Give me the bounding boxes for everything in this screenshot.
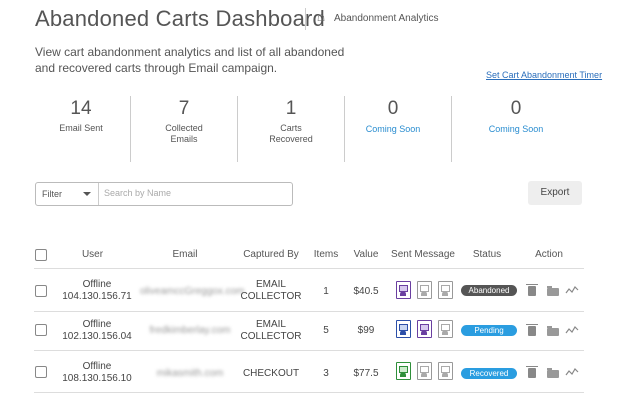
page-description: View cart abandonment analytics and list… [35,45,345,75]
activity-chart-icon[interactable] [565,285,579,295]
stat-divider [451,96,452,162]
user-cell: Offline 104.130.156.71 [62,279,132,303]
user-status: Offline [82,361,112,372]
email-pending-icon[interactable] [417,281,432,299]
select-all-checkbox[interactable] [35,249,47,261]
stat-value: 7 [178,98,190,119]
stat-coming-soon-2: 0 Coming Soon [469,98,563,164]
status-badge: Pending [461,325,517,336]
home-icon[interactable]: ☖ [317,13,326,23]
user-status: Offline [82,279,112,290]
email-pending-icon[interactable] [438,281,453,299]
folder-icon[interactable] [547,368,559,378]
stat-label: Email Sent [59,123,103,133]
breadcrumb[interactable]: Abandonment Analytics [334,13,439,24]
items-cell: 3 [323,368,329,379]
row-checkbox[interactable] [35,285,47,297]
stat-value: 1 [285,98,297,119]
column-header-sent-message: Sent Message [391,249,455,260]
column-header-status: Status [472,249,502,260]
set-timer-link[interactable]: Set Cart Abandonment Timer [486,70,603,80]
trash-icon[interactable] [526,284,538,296]
folder-icon[interactable] [547,326,559,336]
filter-label: Filter [42,189,62,199]
filter-dropdown[interactable]: Filter [36,183,99,205]
stat-carts-recovered: 1 Carts Recovered [239,98,343,164]
value-cell: $40.5 [353,286,379,297]
row-divider [34,350,584,351]
stat-value: 0 [510,98,522,119]
filter-search-bar: Filter [35,182,294,206]
stat-label: Coming Soon [488,124,544,134]
user-ip: 108.130.156.10 [62,373,132,384]
stat-collected-emails: 7 Collected Emails [132,98,236,164]
activity-chart-icon[interactable] [565,325,579,335]
search-input[interactable] [100,184,294,202]
email-cell: fredkimberlay.com [149,325,231,336]
email-sent-icon[interactable] [417,320,432,338]
value-cell: $77.5 [353,368,379,379]
items-cell: 1 [323,286,329,297]
captured-by-cell: CHECKOUT [242,368,300,379]
column-header-value: Value [353,249,379,260]
email-sent-icon[interactable] [396,320,411,338]
email-sent-icon[interactable] [396,362,411,380]
captured-by-cell: EMAIL COLLECTOR [240,319,302,342]
user-cell: Offline 102.130.156.04 [62,319,132,343]
stat-label: Coming Soon [365,124,421,134]
stat-email-sent: 14 Email Sent [34,98,128,164]
stat-label: Collected Emails [165,123,203,144]
table-divider [34,268,584,269]
stat-divider [237,96,238,162]
stat-divider [344,96,345,162]
column-header-captured-by: Captured By [243,249,299,260]
chevron-down-icon [83,192,91,196]
trash-icon[interactable] [526,366,538,378]
column-header-user: User [81,249,104,260]
column-header-action: Action [535,249,563,260]
folder-icon[interactable] [547,286,559,296]
stat-value: 14 [70,98,92,119]
row-divider [34,392,584,393]
row-divider [34,311,584,312]
activity-chart-icon[interactable] [565,367,579,377]
email-pending-icon[interactable] [438,362,453,380]
row-checkbox[interactable] [35,366,47,378]
column-header-items: Items [313,249,339,260]
stat-label: Carts Recovered [269,123,313,144]
captured-by-cell: EMAIL COLLECTOR [240,279,302,302]
email-sent-icon[interactable] [396,281,411,299]
stat-value: 0 [387,98,399,119]
user-status: Offline [82,319,112,330]
stat-coming-soon-1: 0 Coming Soon [346,98,440,164]
breadcrumb-divider [305,8,306,30]
email-pending-icon[interactable] [417,362,432,380]
value-cell: $99 [357,325,375,336]
user-cell: Offline 108.130.156.10 [62,361,132,385]
page-title: Abandoned Carts Dashboard [35,6,325,31]
user-ip: 104.130.156.71 [62,291,132,302]
email-cell: mikasmith.com [156,368,224,379]
trash-icon[interactable] [526,324,538,336]
email-pending-icon[interactable] [438,320,453,338]
row-checkbox[interactable] [35,324,47,336]
items-cell: 5 [323,325,329,336]
export-button[interactable]: Export [528,181,582,205]
status-badge: Recovered [461,368,517,379]
email-cell: oliveamccGreggox.com [140,286,245,297]
column-header-email: Email [172,249,198,260]
stat-divider [130,96,131,162]
user-ip: 102.130.156.04 [62,331,132,342]
status-badge: Abandoned [461,285,517,296]
